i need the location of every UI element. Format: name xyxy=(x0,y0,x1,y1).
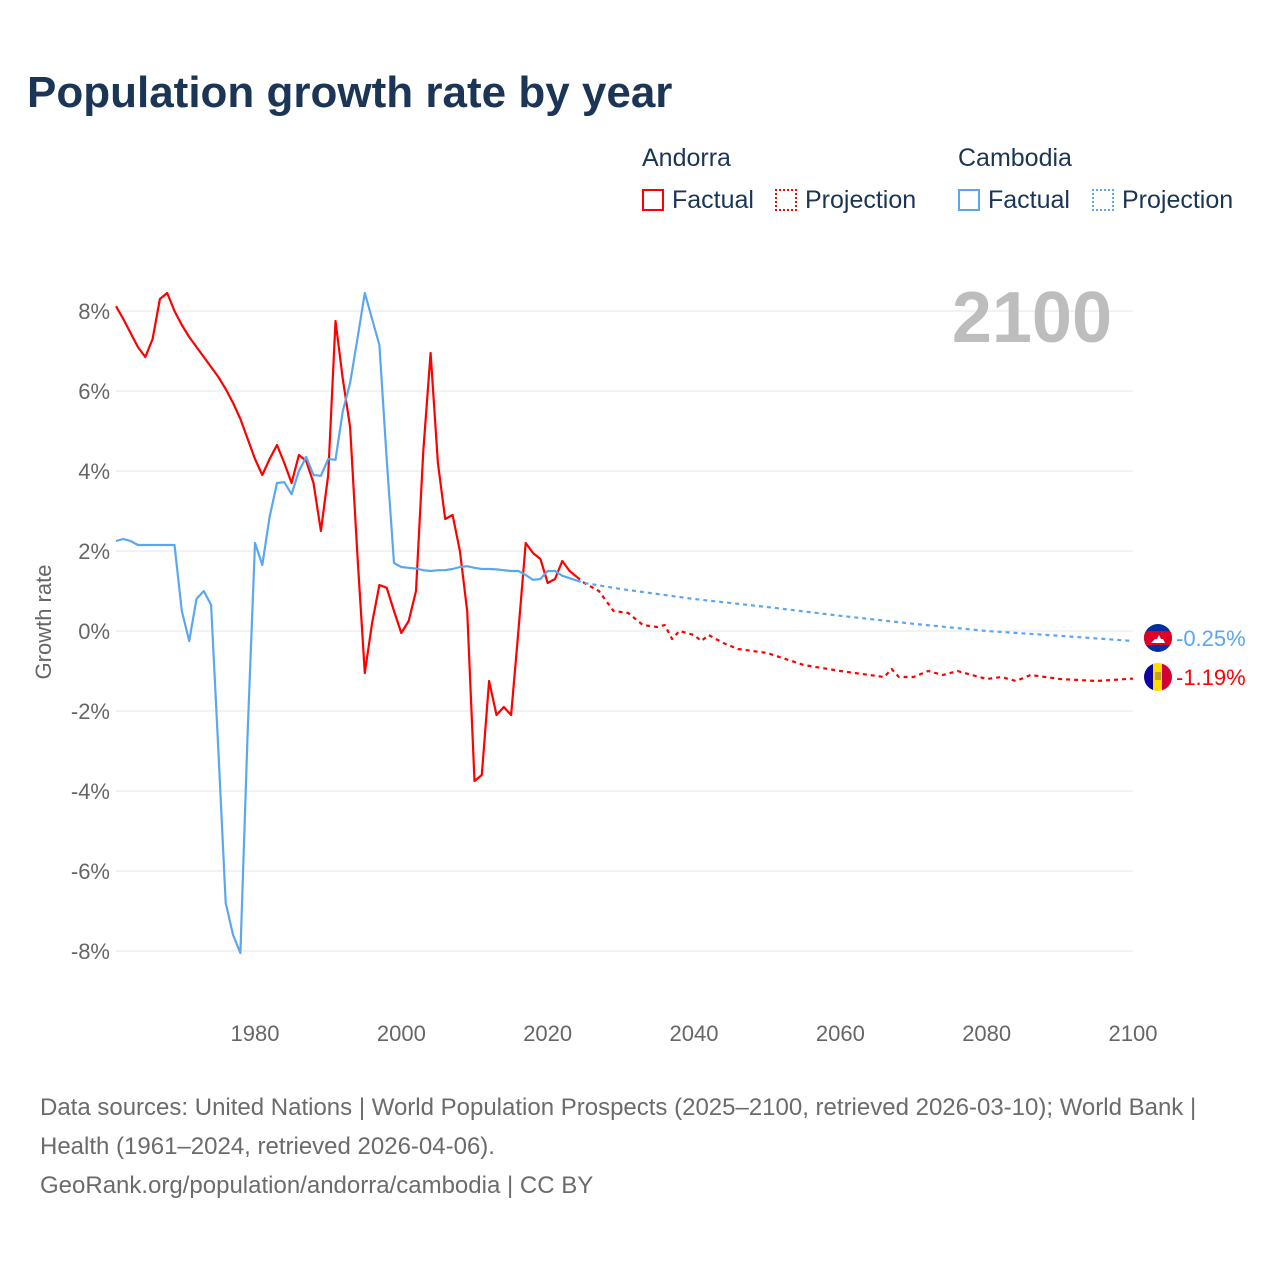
x-tick-label: 2040 xyxy=(670,1021,719,1046)
plot-area: 8% 6% 4% 2% 0% -2% -4% -6% -8% 1980 2000 2020 2040 20… xyxy=(31,278,1246,1046)
y-tick-label: -2% xyxy=(71,699,110,724)
y-tick-label: -8% xyxy=(71,939,110,964)
y-tick-label: 8% xyxy=(78,299,110,324)
legend-swatch xyxy=(1092,189,1114,211)
x-tick-label: 2020 xyxy=(523,1021,572,1046)
andorra-flag-icon xyxy=(1144,663,1172,691)
cambodia-projection-line xyxy=(576,579,1134,643)
x-tick-label: 2080 xyxy=(962,1021,1011,1046)
legend-label: Factual xyxy=(672,186,754,214)
source-link[interactable]: GeoRank.org/population/andorra/cambodia … xyxy=(40,1172,594,1199)
y-tick-label: 0% xyxy=(78,619,110,644)
andorra-end-label: -1.19% xyxy=(1176,665,1246,690)
y-tick-label: 4% xyxy=(78,459,110,484)
legend-label: Projection xyxy=(1122,186,1234,214)
x-tick-label: 1980 xyxy=(231,1021,280,1046)
legend-swatch xyxy=(958,189,980,211)
sources-text: Data sources: United Nations | World Pop… xyxy=(40,1094,1197,1160)
legend-andorra-projection[interactable]: Projection xyxy=(775,186,916,215)
y-axis-label: Growth rate xyxy=(31,565,56,680)
legend-label: Projection xyxy=(805,186,917,214)
legend-cambodia-factual[interactable]: Factual xyxy=(958,186,1070,215)
y-tick-label: 2% xyxy=(78,539,110,564)
x-tick-label: 2060 xyxy=(816,1021,865,1046)
legend-group-andorra: Andorra xyxy=(642,144,731,172)
x-tick-label: 2000 xyxy=(377,1021,426,1046)
legend-group-cambodia: Cambodia xyxy=(958,144,1072,172)
cambodia-factual-line xyxy=(115,291,578,955)
data-sources: Data sources: United Nations | World Pop… xyxy=(40,1088,1240,1205)
y-tick-label: -6% xyxy=(71,859,110,884)
legend-label: Factual xyxy=(988,186,1070,214)
cambodia-flag-icon xyxy=(1144,624,1172,652)
andorra-factual-line xyxy=(115,291,578,783)
legend-swatch xyxy=(642,189,664,211)
legend-cambodia-projection[interactable]: Projection xyxy=(1092,186,1233,215)
x-tick-label: 2100 xyxy=(1109,1021,1158,1046)
legend-andorra-factual[interactable]: Factual xyxy=(642,186,754,215)
y-tick-label: -4% xyxy=(71,779,110,804)
year-watermark: 2100 xyxy=(952,278,1112,358)
y-tick-label: 6% xyxy=(78,379,110,404)
cambodia-end-label: -0.25% xyxy=(1176,626,1246,651)
legend-swatch xyxy=(775,189,797,211)
chart-title: Population growth rate by year xyxy=(27,68,673,117)
andorra-projection-line xyxy=(576,576,1134,683)
